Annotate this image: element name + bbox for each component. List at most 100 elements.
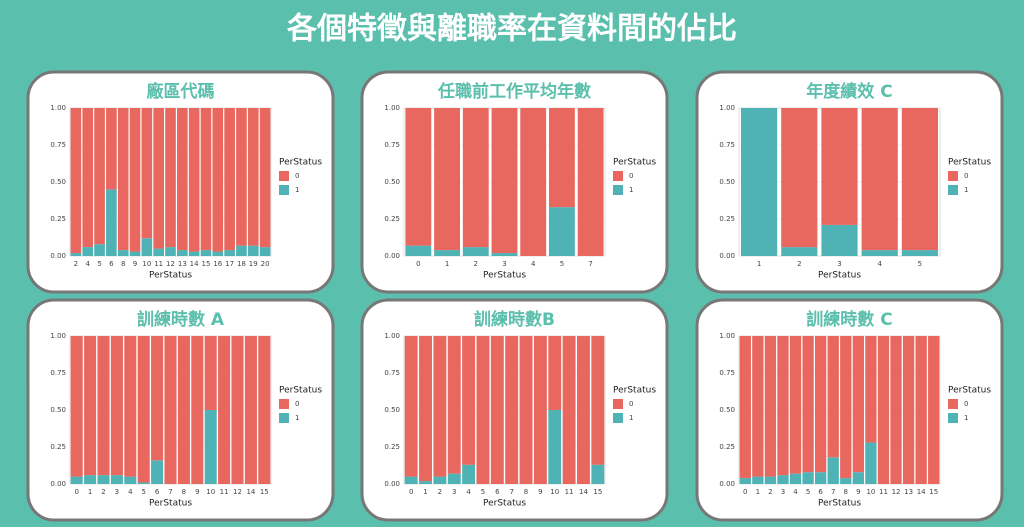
x-tick-label: 12 bbox=[892, 488, 901, 496]
bar-segment bbox=[106, 108, 117, 190]
y-tick-label: 0.25 bbox=[719, 443, 735, 451]
x-tick-label: 3 bbox=[781, 488, 785, 496]
bar-segment bbox=[97, 336, 110, 476]
x-tick-label: 5 bbox=[97, 260, 101, 268]
bar-segment bbox=[752, 336, 764, 477]
bar-segment bbox=[741, 108, 778, 256]
x-tick-label: 6 bbox=[818, 488, 823, 496]
bar-segment bbox=[852, 336, 864, 473]
legend-swatch bbox=[279, 171, 289, 181]
x-axis-label: PerStatus bbox=[818, 499, 861, 509]
x-tick-label: 4 bbox=[466, 488, 471, 496]
y-tick-label: 0.00 bbox=[50, 480, 66, 488]
x-tick-label: 10 bbox=[550, 488, 559, 496]
bar-segment bbox=[739, 336, 751, 479]
bar-segment bbox=[259, 108, 271, 248]
chart-title: 年度績效 C bbox=[806, 81, 892, 102]
x-tick-label: 1 bbox=[445, 260, 449, 268]
x-tick-label: 3 bbox=[115, 488, 119, 496]
y-tick-label: 0.75 bbox=[719, 369, 735, 377]
x-tick-label: 8 bbox=[121, 260, 125, 268]
legend-title: PerStatus bbox=[948, 386, 991, 396]
bar-segment bbox=[915, 336, 927, 484]
bar-segment bbox=[110, 475, 123, 484]
bar-segment bbox=[84, 336, 97, 476]
x-tick-label: 6 bbox=[495, 488, 500, 496]
bar-segment bbox=[137, 336, 150, 483]
bar-segment bbox=[404, 476, 418, 484]
x-tick-label: 8 bbox=[844, 488, 848, 496]
x-tick-label: 14 bbox=[579, 488, 588, 496]
x-tick-label: 5 bbox=[918, 260, 922, 268]
x-tick-label: 1 bbox=[757, 260, 761, 268]
bar-segment bbox=[117, 108, 129, 251]
legend-label: 1 bbox=[629, 414, 633, 422]
y-tick-label: 0.00 bbox=[719, 480, 735, 488]
bar-segment bbox=[177, 336, 190, 484]
legend-label: 1 bbox=[964, 186, 968, 194]
bar-segment bbox=[191, 336, 204, 484]
x-tick-label: 5 bbox=[560, 260, 564, 268]
x-tick-label: 5 bbox=[481, 488, 485, 496]
bar-segment bbox=[490, 336, 504, 484]
bar-segment bbox=[865, 442, 877, 484]
bar-segment bbox=[200, 250, 212, 256]
bar-segment bbox=[137, 482, 150, 484]
y-tick-label: 0.00 bbox=[719, 252, 735, 260]
legend-label: 0 bbox=[964, 172, 968, 180]
bar-segment bbox=[890, 336, 902, 484]
y-tick-label: 0.00 bbox=[384, 252, 400, 260]
x-axis-label: PerStatus bbox=[818, 271, 861, 281]
bar-segment bbox=[865, 336, 877, 443]
y-tick-label: 1.00 bbox=[719, 104, 735, 112]
y-tick-label: 0.00 bbox=[50, 252, 66, 260]
x-tick-label: 12 bbox=[166, 260, 175, 268]
x-tick-label: 1 bbox=[756, 488, 760, 496]
bar-segment bbox=[204, 410, 217, 484]
bar-segment bbox=[447, 473, 461, 484]
bar-segment bbox=[94, 108, 105, 245]
legend-title: PerStatus bbox=[279, 386, 322, 396]
bar-segment bbox=[236, 245, 247, 256]
bar-segment bbox=[752, 476, 764, 484]
bar-segment bbox=[224, 250, 235, 256]
bar-segment bbox=[549, 108, 575, 208]
bar-segment bbox=[212, 108, 224, 252]
x-tick-label: 15 bbox=[593, 488, 602, 496]
y-tick-label: 0.50 bbox=[50, 406, 66, 414]
bar-segment bbox=[928, 336, 940, 484]
bar-segment bbox=[212, 251, 224, 256]
x-tick-label: 9 bbox=[856, 488, 860, 496]
chart-title: 廠區代碼 bbox=[147, 81, 215, 102]
x-axis-label: PerStatus bbox=[483, 271, 526, 281]
bar-segment bbox=[821, 224, 858, 256]
x-tick-label: 17 bbox=[225, 260, 234, 268]
bar-segment bbox=[781, 108, 818, 248]
legend-label: 0 bbox=[295, 400, 299, 408]
y-tick-label: 0.25 bbox=[50, 215, 66, 223]
x-tick-label: 1 bbox=[423, 488, 427, 496]
x-axis-label: PerStatus bbox=[149, 499, 192, 509]
bar-segment bbox=[165, 247, 176, 256]
chart-title: 任職前工作平均年數 bbox=[437, 81, 591, 102]
bar-segment bbox=[129, 251, 141, 256]
x-tick-label: 19 bbox=[249, 260, 258, 268]
bar-segment bbox=[433, 476, 447, 484]
legend-label: 1 bbox=[629, 186, 633, 194]
x-tick-label: 9 bbox=[195, 488, 199, 496]
bar-segment bbox=[218, 336, 231, 484]
chart-title: 訓練時數B bbox=[474, 309, 555, 330]
y-tick-label: 0.50 bbox=[719, 406, 735, 414]
x-tick-label: 14 bbox=[246, 488, 255, 496]
legend-label: 1 bbox=[964, 414, 968, 422]
bar-segment bbox=[405, 245, 432, 256]
x-tick-label: 14 bbox=[190, 260, 199, 268]
bar-segment bbox=[419, 481, 432, 484]
bar-segment bbox=[764, 336, 777, 477]
y-tick-label: 0.25 bbox=[384, 443, 400, 451]
bar-segment bbox=[591, 336, 605, 465]
y-tick-label: 0.50 bbox=[50, 178, 66, 186]
y-tick-label: 0.75 bbox=[719, 141, 735, 149]
bar-segment bbox=[821, 108, 858, 225]
legend-title: PerStatus bbox=[613, 386, 656, 396]
